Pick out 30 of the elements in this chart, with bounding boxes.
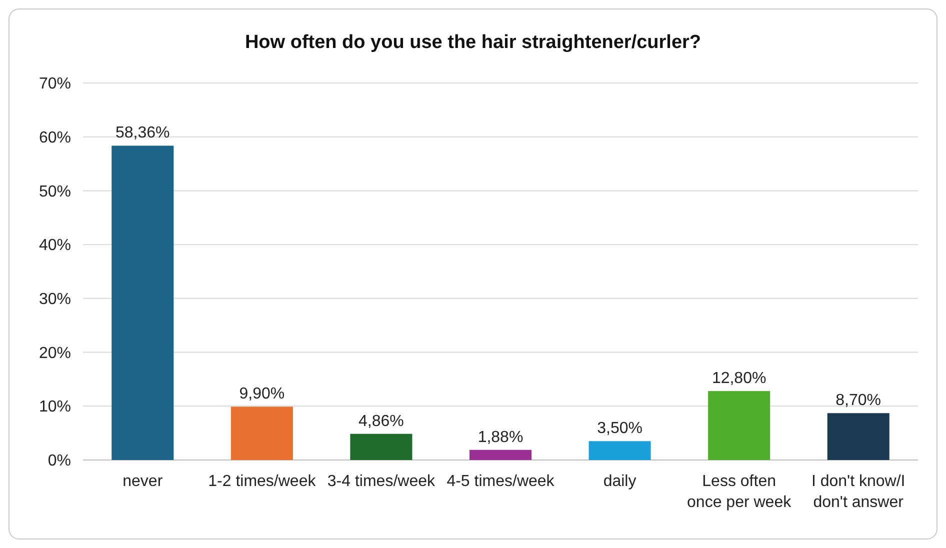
chart-title: How often do you use the hair straightener/curler?	[244, 32, 702, 53]
data-label: 8,70%	[836, 392, 882, 410]
data-label: 3,50%	[597, 420, 642, 438]
x-tick-label: 1-2 times/week	[208, 473, 317, 490]
x-tick-label: I don't know/I don't answer	[811, 473, 906, 511]
data-label: 9,90%	[239, 386, 285, 403]
bar	[230, 406, 293, 460]
bar	[827, 413, 890, 460]
data-label: 1,88%	[478, 428, 524, 446]
x-tick-label: 3-4 times/week	[327, 473, 436, 490]
bar	[708, 391, 770, 460]
bar	[350, 434, 412, 460]
y-tick-label: 20%	[38, 344, 71, 362]
y-tick-label: 30%	[38, 291, 71, 308]
data-label: 12,80%	[712, 370, 766, 388]
data-label: 58,36%	[116, 124, 170, 142]
x-tick-label: 4-5 times/week	[446, 473, 556, 490]
x-tick-label: never	[122, 473, 164, 490]
bar	[469, 450, 532, 460]
y-tick-label: 60%	[38, 129, 71, 146]
y-tick-label: 0%	[48, 452, 71, 470]
x-tick-label: Less often once per week	[687, 473, 792, 511]
bar	[112, 146, 174, 460]
data-label: 4,86%	[358, 412, 404, 430]
x-tick-label: daily	[603, 473, 636, 490]
y-tick-label: 40%	[38, 237, 71, 254]
y-tick-label: 10%	[38, 398, 71, 416]
y-tick-label: 50%	[38, 183, 71, 200]
bar	[588, 441, 651, 460]
y-tick-label: 70%	[38, 76, 71, 93]
